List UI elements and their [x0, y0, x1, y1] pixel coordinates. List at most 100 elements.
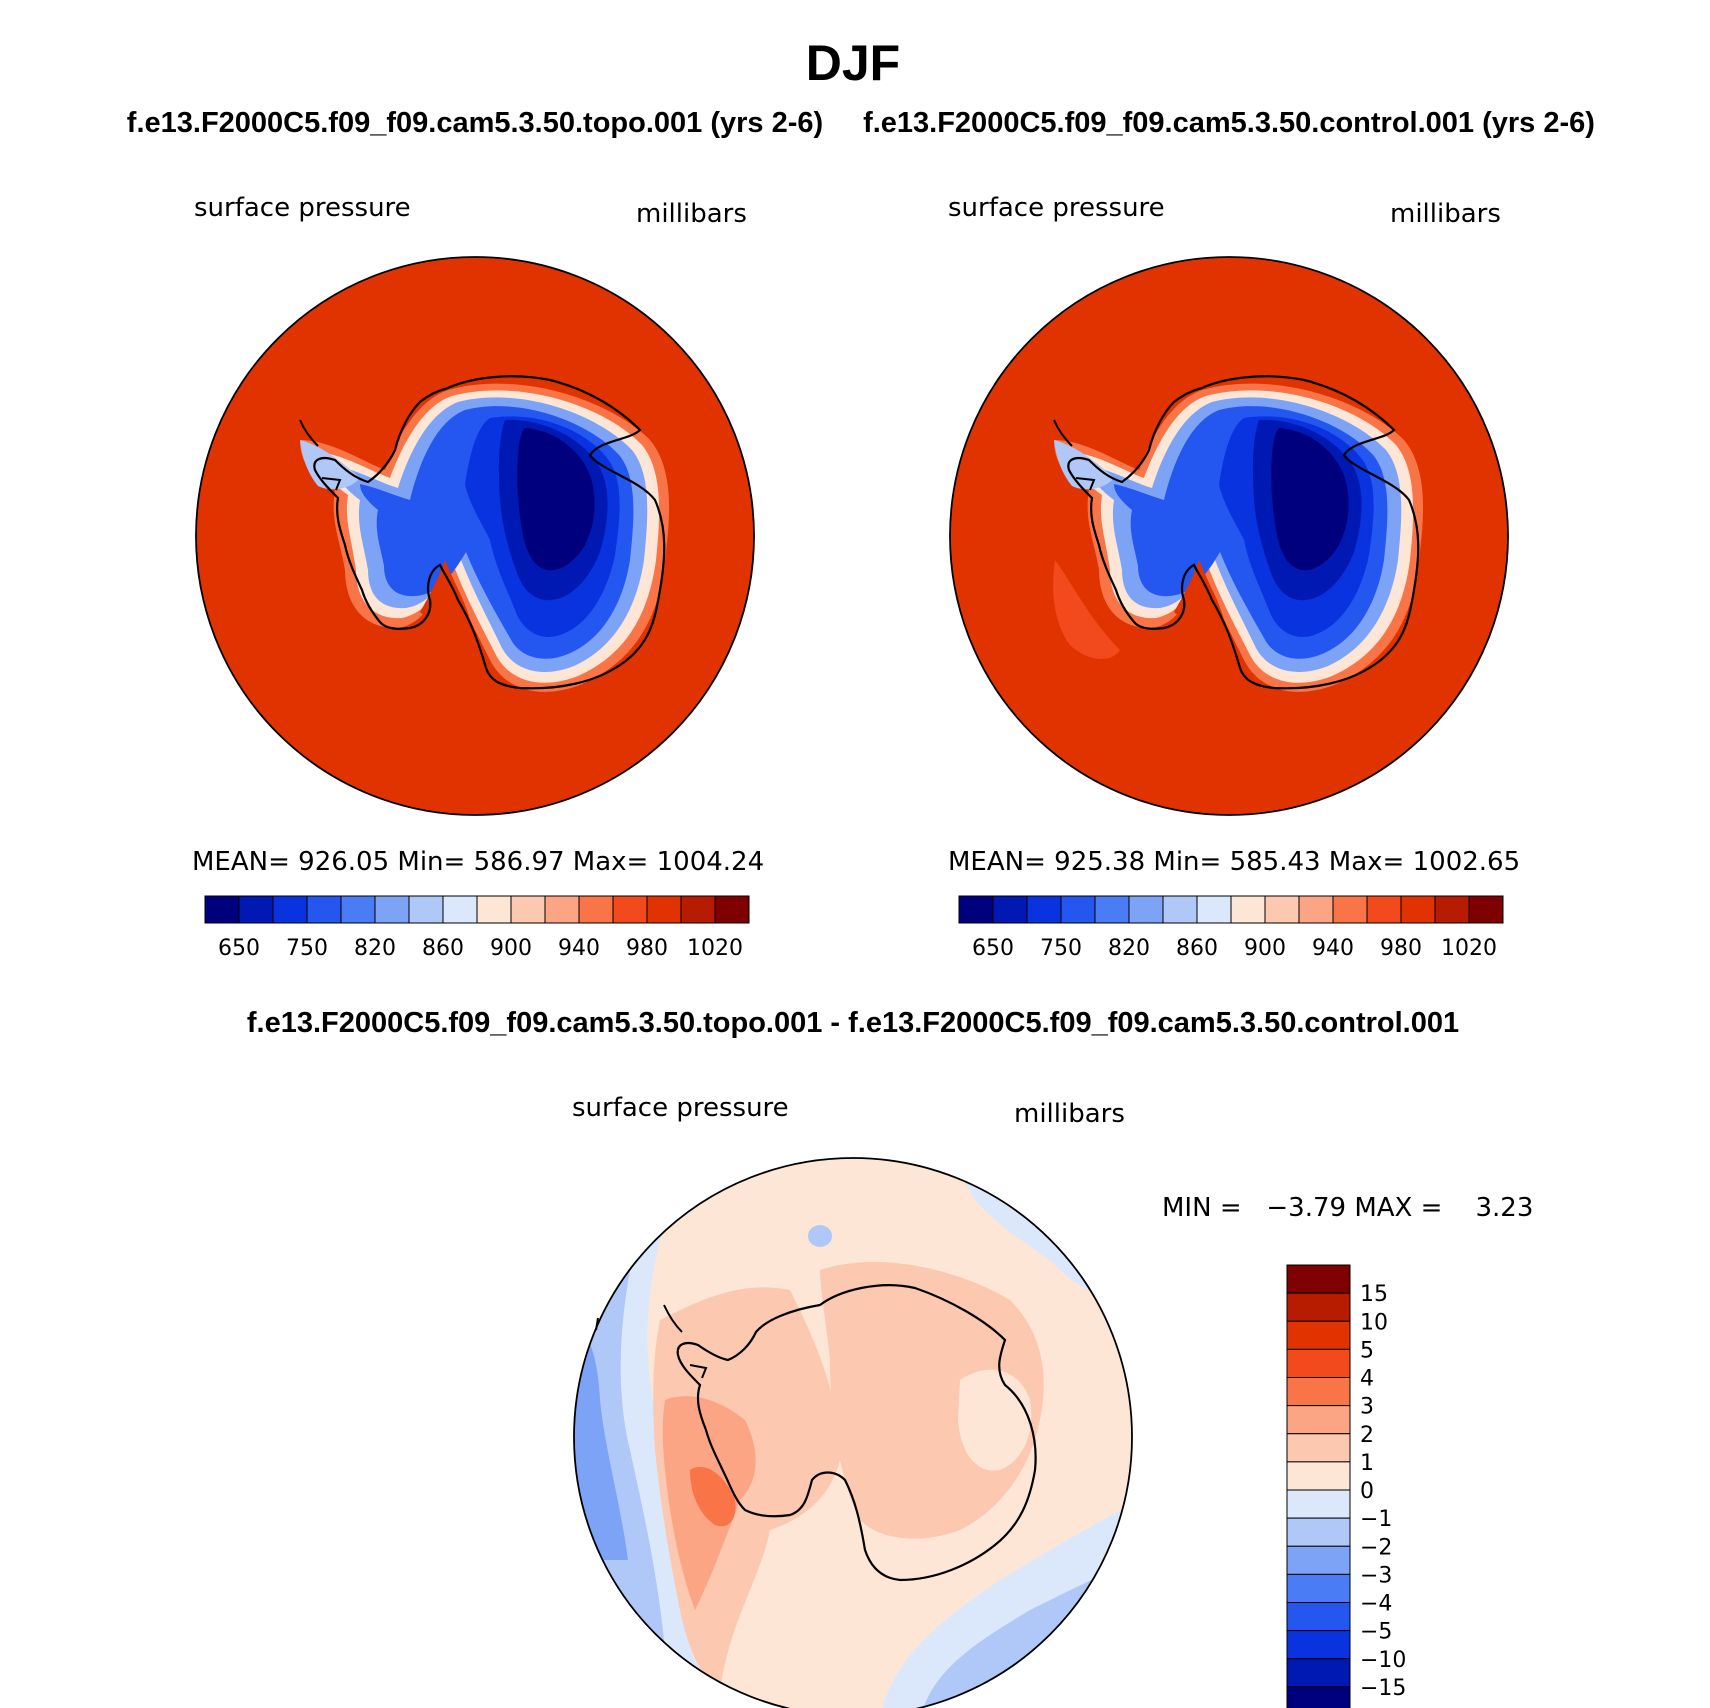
panel-diff-colorbar-box — [1286, 1264, 1351, 1294]
panel-control-colorbar-box — [1162, 895, 1198, 924]
panel-control-peninsula-outline — [1053, 419, 1096, 491]
panel-topo-colorbar-box — [374, 895, 410, 924]
panel-control-colorbar-tick-label: 820 — [1108, 936, 1150, 961]
panel-topo-colorbar-tick-label: 650 — [218, 936, 260, 961]
panel-control-stats: MEAN= 925.38 Min= 585.43 Max= 1002.65 — [948, 847, 1520, 877]
panel-control-colorbar-tick-label: 650 — [972, 936, 1014, 961]
panel-topo-colorbar-box — [714, 895, 750, 924]
panel-control-colorbar: 650 750 820 860 900 940 980 1020 — [958, 895, 1504, 961]
panel-control-colorbar-box — [1060, 895, 1096, 924]
panel-topo-map — [196, 257, 754, 815]
panel-diff-colorbar-box — [1286, 1630, 1351, 1660]
panel-diff-stats: MIN = −3.79 MAX = 3.23 — [1162, 1193, 1533, 1223]
panel-diff-colorbar-box — [1286, 1433, 1351, 1463]
panel-control-colorbar-box — [1332, 895, 1368, 924]
panel-topo-colorbar-tick-label: 940 — [558, 936, 600, 961]
panel-topo-variable-label: surface pressure — [194, 193, 411, 223]
panel-control-colorbar-box — [1298, 895, 1334, 924]
panel-diff-colorbar-box — [1286, 1602, 1351, 1632]
panel-control-colorbar-tick-label: 900 — [1244, 936, 1286, 961]
panel-diff-map-border — [573, 1157, 1133, 1708]
panel-diff-title: f.e13.F2000C5.f09_f09.cam5.3.50.topo.001… — [247, 1007, 1459, 1039]
panel-control-map — [950, 257, 1508, 815]
panel-diff-colorbar-tick-label: 1 — [1360, 1451, 1374, 1476]
panel-topo-colorbar-tick-label: 860 — [422, 936, 464, 961]
panel-topo-colorbar-box — [476, 895, 512, 924]
panel-diff-colorbar-tick-label: −4 — [1360, 1592, 1392, 1617]
panel-control-variable-label: surface pressure — [948, 193, 1165, 223]
panel-topo-colorbar-box — [544, 895, 580, 924]
panel-diff-colorbar-box — [1286, 1292, 1351, 1322]
panel-topo-colorbar-box — [680, 895, 716, 924]
panel-topo-stats: MEAN= 926.05 Min= 586.97 Max= 1004.24 — [192, 847, 764, 877]
panel-control-colorbar-box — [1366, 895, 1402, 924]
panel-control-coastline — [1067, 375, 1420, 690]
panel-control-colorbar-box — [1400, 895, 1436, 924]
panel-diff-colorbar-box — [1286, 1461, 1351, 1491]
panel-topo-colorbar-box — [272, 895, 308, 924]
panel-diff-colorbar-box — [1286, 1545, 1351, 1575]
panel-topo-colorbar-tick-label: 980 — [626, 936, 668, 961]
panel-topo-colorbar-box — [204, 895, 240, 924]
panel-topo-coastline — [313, 375, 666, 690]
panel-diff-colorbar-box — [1286, 1573, 1351, 1603]
panel-topo-colorbar-box — [306, 895, 342, 924]
panel-topo: surface pressure millibars MEAN= 926.05 … — [192, 193, 764, 961]
panel-diff-colorbar-tick-label: −2 — [1360, 1535, 1392, 1560]
panel-diff-map — [574, 1158, 1132, 1708]
panel-topo-colorbar-box — [238, 895, 274, 924]
panel-control-colorbar-tick-label: 1020 — [1441, 936, 1497, 961]
panel-diff-colorbar-box — [1286, 1489, 1351, 1519]
panel-control-colorbar-box — [958, 895, 994, 924]
panel-control-map-border — [949, 256, 1509, 816]
panel-topo-colorbar-box — [646, 895, 682, 924]
panel-diff-colorbar-tick-label: −5 — [1360, 1620, 1392, 1645]
panel-control-colorbar-tick-label: 940 — [1312, 936, 1354, 961]
panel-control-colorbar-box — [1468, 895, 1504, 924]
panel-control-colorbar-box — [1230, 895, 1266, 924]
panel-diff-colorbar-tick-label: 10 — [1360, 1310, 1388, 1335]
panel-diff-colorbar-box — [1286, 1377, 1351, 1407]
panel-control-colorbar-box — [1264, 895, 1300, 924]
panel-diff-coastline — [676, 1284, 1037, 1582]
panel-topo-colorbar-box — [578, 895, 614, 924]
panel-control-colorbar-box — [992, 895, 1028, 924]
panel-diff-variable-label: surface pressure — [572, 1093, 789, 1123]
panel-control-units-label: millibars — [1390, 199, 1501, 229]
panel-diff-colorbar-tick-label: −3 — [1360, 1563, 1392, 1588]
panel-topo-colorbar-box — [340, 895, 376, 924]
panel-topo-map-border — [195, 256, 755, 816]
figure-title: DJF — [806, 35, 900, 91]
panel-diff-colorbar-tick-label: 15 — [1360, 1282, 1388, 1307]
panel-control-colorbar-box — [1196, 895, 1232, 924]
panel-control-colorbar-box — [1026, 895, 1062, 924]
panel-diff-colorbar-tick-label: −1 — [1360, 1507, 1392, 1532]
panel-diff-colorbar-tick-label: −10 — [1360, 1648, 1406, 1673]
panel-topo-colorbar-tick-label: 900 — [490, 936, 532, 961]
panel-topo-colorbar-tick-label: 1020 — [687, 936, 743, 961]
panel-control-colorbar-tick-label: 980 — [1380, 936, 1422, 961]
panel-topo-colorbar-box — [510, 895, 546, 924]
panel-diff-colorbar-tick-label: 0 — [1360, 1479, 1374, 1504]
panel-control-colorbar-box — [1094, 895, 1130, 924]
panel-diff-units-label: millibars — [1014, 1099, 1125, 1129]
panel-topo-colorbar-box — [612, 895, 648, 924]
panel-diff-colorbar-tick-label: 2 — [1360, 1423, 1374, 1448]
panel-diff-colorbar-tick-label: 3 — [1360, 1395, 1374, 1420]
panel-topo-colorbar-tick-label: 750 — [286, 936, 328, 961]
panel-diff-colorbar-box — [1286, 1348, 1351, 1378]
panel-topo-colorbar-box — [408, 895, 444, 924]
panel-topo-colorbar-box — [442, 895, 478, 924]
panel-control-title: f.e13.F2000C5.f09_f09.cam5.3.50.control.… — [863, 107, 1595, 139]
panel-control: surface pressure millibars MEAN= 925.38 … — [948, 193, 1520, 961]
panel-diff-colorbar-tick-label: −15 — [1360, 1676, 1406, 1701]
panel-topo-units-label: millibars — [636, 199, 747, 229]
panel-diff-colorbar-box — [1286, 1320, 1351, 1350]
panel-diff-colorbar-box — [1286, 1686, 1351, 1708]
panel-control-colorbar-tick-label: 860 — [1176, 936, 1218, 961]
panel-diff-colorbar-tick-label: 4 — [1360, 1367, 1374, 1392]
panel-topo-title: f.e13.F2000C5.f09_f09.cam5.3.50.topo.001… — [127, 107, 823, 139]
panel-diff-colorbar-box — [1286, 1517, 1351, 1547]
